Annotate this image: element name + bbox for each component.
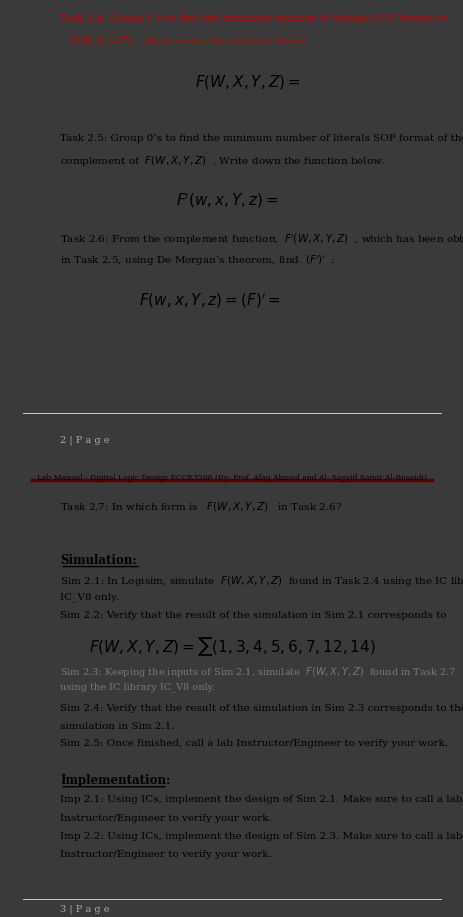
Text: Instructor/Engineer to verify your work.: Instructor/Engineer to verify your work. xyxy=(60,850,271,859)
Text: $\mathbf{\mathit{F}}(\mathbf{\mathit{w}},\mathbf{\mathit{x}},\mathbf{\mathit{Y}}: $\mathbf{\mathit{F}}(\mathbf{\mathit{w}}… xyxy=(139,292,281,310)
Text: Task 2.5: Group 0’s to find the minimum number of literals SOP format of the: Task 2.5: Group 0’s to find the minimum … xyxy=(60,134,463,143)
Text: IC_V8 only.: IC_V8 only. xyxy=(60,592,119,602)
Text: $\mathbf{\mathit{F}}(\mathbf{\mathit{W}},\mathbf{\mathit{X}},\mathbf{\mathit{Y}}: $\mathbf{\mathit{F}}(\mathbf{\mathit{W}}… xyxy=(88,635,375,657)
Text: Sim 2.3: Keeping the inputs of Sim 2.1, simulate  $\mathbf{\mathit{F}}(\mathbf{\: Sim 2.3: Keeping the inputs of Sim 2.1, … xyxy=(60,665,456,679)
Text: $\mathbf{\mathit{F}}(\mathbf{\mathit{W}},\mathbf{\mathit{X}},\mathbf{\mathit{Y}}: $\mathbf{\mathit{F}}(\mathbf{\mathit{W}}… xyxy=(69,34,310,47)
Text: Task 2.4: Group 1’s to find the minimum number of literals SOP format of: Task 2.4: Group 1’s to find the minimum … xyxy=(60,14,447,23)
Text: Task 2.6: From the complement function,  $\mathbf{\mathit{F}}'(\mathbf{\mathit{W: Task 2.6: From the complement function, … xyxy=(60,233,463,248)
Text: Implementation:: Implementation: xyxy=(60,774,170,787)
Text: complement of  $\mathbf{\mathit{F}}(\mathbf{\mathit{W}},\mathbf{\mathit{X}},\mat: complement of $\mathbf{\mathit{F}}(\math… xyxy=(60,154,385,169)
Text: Lab Manual - Digital Logic Design ECCE3206 (By: Prof. Afaq Ahmad and Al- Sayyid : Lab Manual - Digital Logic Design ECCE32… xyxy=(37,474,426,482)
Text: $\mathbf{\mathit{F}}'(\mathbf{\mathit{w}},\mathbf{\mathit{x}},\mathbf{\mathit{Y}: $\mathbf{\mathit{F}}'(\mathbf{\mathit{w}… xyxy=(176,192,278,210)
Text: simulation in Sim 2.1.: simulation in Sim 2.1. xyxy=(60,722,175,731)
Text: Instructor/Engineer to verify your work.: Instructor/Engineer to verify your work. xyxy=(60,813,271,823)
Text: Imp 2.2: Using ICs, implement the design of Sim 2.3. Make sure to call a lab: Imp 2.2: Using ICs, implement the design… xyxy=(60,832,462,841)
Text: Simulation:: Simulation: xyxy=(60,554,137,567)
Text: Imp 2.1: Using ICs, implement the design of Sim 2.1. Make sure to call a lab: Imp 2.1: Using ICs, implement the design… xyxy=(60,795,462,804)
Text: Sim 2.1: In Logisim, simulate  $\mathbf{\mathit{F}}(\mathbf{\mathit{W}},\mathbf{: Sim 2.1: In Logisim, simulate $\mathbf{\… xyxy=(60,574,463,589)
Text: using the IC library IC_V8 only.: using the IC library IC_V8 only. xyxy=(60,683,215,692)
Text: 2 | P a g e: 2 | P a g e xyxy=(60,436,110,446)
Text: in Task 2.5, using De Morgan’s theorem, find  $(\mathbf{\mathit{F}}')' $  :: in Task 2.5, using De Morgan’s theorem, … xyxy=(60,253,335,268)
Text: Sim 2.4: Verify that the result of the simulation in Sim 2.3 corresponds to the : Sim 2.4: Verify that the result of the s… xyxy=(60,703,463,713)
Text: 3 | P a g e: 3 | P a g e xyxy=(60,904,110,913)
Text: $\mathbf{\mathit{F}}(\mathbf{\mathit{W}},\mathbf{\mathit{X}},\mathbf{\mathit{Y}}: $\mathbf{\mathit{F}}(\mathbf{\mathit{W}}… xyxy=(194,72,300,91)
Text: Sim 2.2: Verify that the result of the simulation in Sim 2.1 corresponds to: Sim 2.2: Verify that the result of the s… xyxy=(60,611,446,620)
Text: Task 2.7: In which form is   $\mathbf{\mathit{F}}(\mathbf{\mathit{W}},\mathbf{\m: Task 2.7: In which form is $\mathbf{\mat… xyxy=(60,501,342,514)
Text: Sim 2.5: Once finished, call a lab Instructor/Engineer to verify your work.: Sim 2.5: Once finished, call a lab Instr… xyxy=(60,739,447,748)
